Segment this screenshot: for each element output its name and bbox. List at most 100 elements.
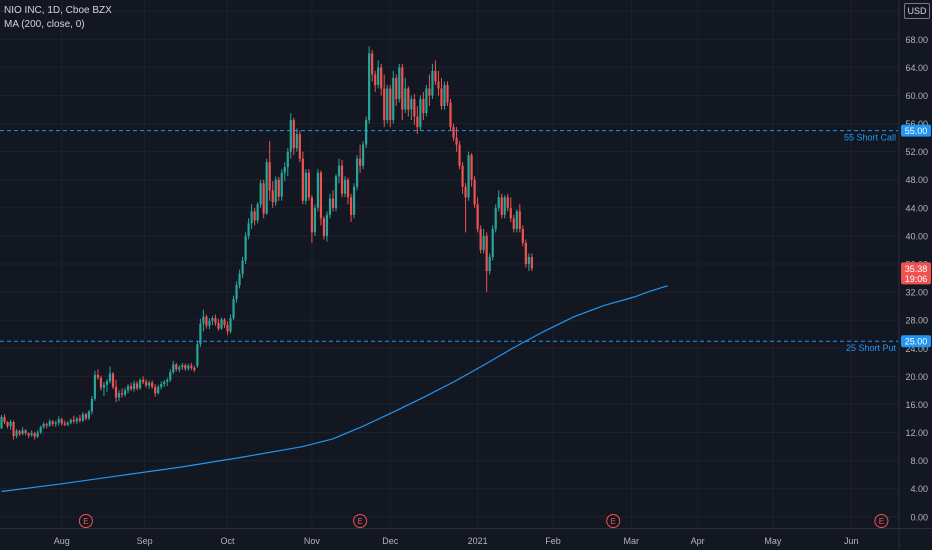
candle-body <box>151 382 154 387</box>
candle-body <box>232 299 235 319</box>
x-tick-label: Nov <box>304 536 321 546</box>
x-tick-label: May <box>764 536 782 546</box>
candle-body <box>343 179 347 194</box>
y-tick-label: 12.00 <box>905 428 928 438</box>
level-price-text: 25.00 <box>905 337 928 347</box>
candle-body <box>15 431 18 437</box>
y-tick-label: 8.00 <box>910 456 928 466</box>
y-tick-label: 16.00 <box>905 400 928 410</box>
candle-body <box>120 393 124 395</box>
candles-layer <box>0 46 533 440</box>
candle-body <box>413 99 416 117</box>
candle-body <box>362 144 365 166</box>
candle-body <box>42 424 45 427</box>
candle-body <box>241 260 244 274</box>
candle-body <box>30 433 33 436</box>
candle-body <box>346 179 350 198</box>
candle-body <box>340 165 344 194</box>
candle-body <box>238 273 241 286</box>
candle-body <box>295 134 298 149</box>
candle-body <box>250 211 253 224</box>
candle-body <box>108 373 112 382</box>
moving-average-layer <box>1 285 668 493</box>
candle-body <box>126 386 130 391</box>
candle-body <box>443 84 446 107</box>
ma-200-line <box>1 285 668 493</box>
candle-body <box>316 172 320 208</box>
candle-body <box>374 74 377 85</box>
candle-body <box>380 67 383 89</box>
candle-body <box>63 423 66 425</box>
candle-body <box>265 162 268 214</box>
candle-body <box>69 419 72 423</box>
y-tick-label: 0.00 <box>910 512 928 522</box>
candle-body <box>503 197 506 215</box>
candle-body <box>524 242 527 264</box>
candle-body <box>458 144 461 166</box>
candle-body <box>99 377 103 388</box>
earnings-marker-icon[interactable] <box>874 514 889 528</box>
candle-body <box>307 172 310 198</box>
candle-body <box>271 190 274 203</box>
candle-body <box>392 77 395 121</box>
candle-body <box>446 84 449 103</box>
y-tick-label: 40.00 <box>905 231 928 241</box>
level-price-text: 55.00 <box>905 126 928 136</box>
candle-body <box>78 418 81 421</box>
x-tick-label: Oct <box>221 536 236 546</box>
y-tick-label: 60.00 <box>905 91 928 101</box>
candle-body <box>256 204 259 221</box>
earnings-marker-icon[interactable] <box>78 514 93 528</box>
time-axis[interactable]: Aug Sep Oct Nov Dec 2021 Feb Mar Apr May Jun <box>0 528 932 547</box>
candle-body <box>286 151 289 168</box>
candle-body <box>253 211 256 221</box>
candle-body <box>518 211 521 229</box>
candle-body <box>205 316 208 326</box>
candle-body <box>160 384 163 387</box>
candle-body <box>274 179 277 203</box>
last-price-text: 35.38 <box>905 264 928 274</box>
candle-body <box>410 99 413 110</box>
x-tick-label: Apr <box>691 536 705 546</box>
ma-indicator-label[interactable]: MA (200, close, 0) <box>4 19 85 30</box>
level-price-badge <box>901 124 931 137</box>
candle-body <box>187 365 190 369</box>
candle-body <box>419 99 422 128</box>
candle-body <box>84 414 87 419</box>
candle-body <box>60 419 63 424</box>
candle-body <box>280 172 283 197</box>
candle-body <box>163 381 166 385</box>
candle-body <box>398 67 401 99</box>
bar-countdown-text: 19:06 <box>905 274 928 284</box>
candle-body <box>461 165 464 187</box>
candle-body <box>455 137 458 145</box>
candle-body <box>154 386 157 394</box>
y-tick-label: 32.00 <box>905 288 928 298</box>
candle-body <box>148 382 151 386</box>
currency-button[interactable]: USD <box>904 3 930 19</box>
earnings-marker-icon[interactable] <box>606 514 621 528</box>
candle-body <box>136 383 139 389</box>
candle-body <box>328 198 332 215</box>
candle-body <box>139 379 142 389</box>
earnings-marker-icon[interactable] <box>353 514 368 528</box>
candle-body <box>322 218 326 236</box>
candle-body <box>33 433 36 437</box>
x-tick-label: 2021 <box>468 536 488 546</box>
candle-body <box>169 372 172 380</box>
candle-body <box>440 88 443 107</box>
candle-body <box>509 207 512 219</box>
y-tick-label: 20.00 <box>905 372 928 382</box>
grid-lines <box>0 0 898 528</box>
candle-body <box>196 344 199 366</box>
candle-body <box>337 165 341 177</box>
level-label: 25 Short Put <box>846 343 897 353</box>
candle-body <box>51 421 54 425</box>
symbol-title[interactable]: NIO INC, 1D, Cboe BZX <box>4 5 112 16</box>
y-tick-label: 68.00 <box>905 35 928 45</box>
candle-body <box>422 99 425 114</box>
candle-body <box>383 88 386 121</box>
